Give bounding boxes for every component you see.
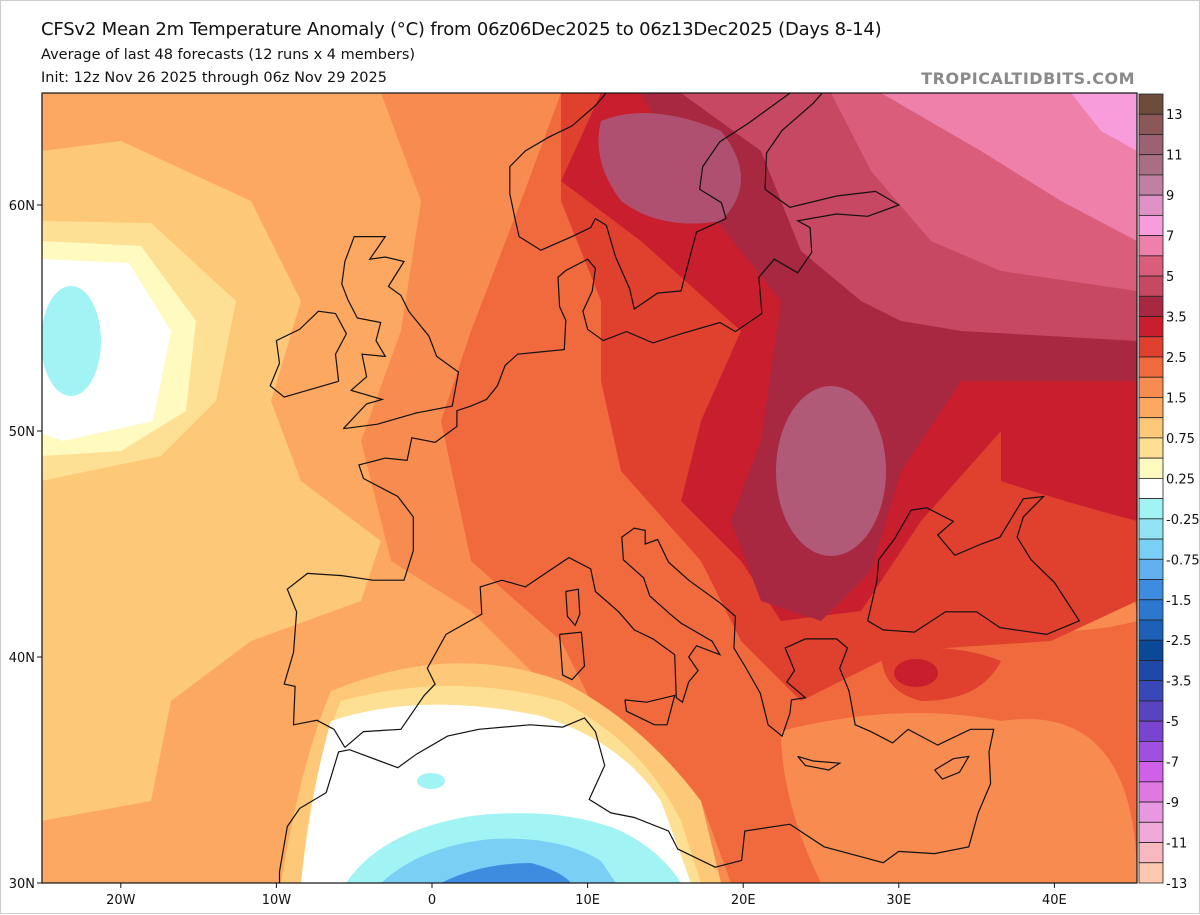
coast-cyprus (934, 755, 970, 780)
coast-black-sea (867, 495, 1081, 636)
colorbar-label: 11 (1166, 149, 1183, 164)
coastlines (269, 93, 1081, 883)
colorbar-swatch (1138, 437, 1164, 459)
colorbar-swatch (1138, 214, 1164, 237)
colorbar-swatch (1138, 599, 1164, 621)
colorbar-swatch (1138, 275, 1164, 297)
colorbar-swatch (1138, 781, 1164, 803)
colorbar-swatch (1138, 720, 1164, 742)
lon-label: 10W (262, 893, 292, 908)
lat-label: 30N (9, 877, 35, 892)
colorbar-swatch (1138, 174, 1164, 196)
colorbar-swatch (1138, 235, 1164, 257)
colorbar-swatch (1138, 821, 1164, 843)
colorbar-swatch (1138, 498, 1164, 520)
lat-label: 50N (9, 425, 35, 440)
lon-label: 30E (886, 893, 911, 908)
colorbar-swatch (1138, 93, 1164, 115)
colorbar-label: -5 (1166, 715, 1179, 730)
coast-mainland-north (283, 93, 901, 748)
watermark: TROPICALTIDBITS.COM (921, 69, 1135, 88)
colorbar-label: 5 (1166, 270, 1174, 285)
colorbar-swatch (1138, 801, 1164, 823)
colorbar-swatch (1138, 417, 1164, 439)
colorbar-label: 0.25 (1166, 472, 1195, 487)
colorbar-label: -7 (1166, 756, 1179, 771)
colorbar-swatch (1138, 619, 1164, 641)
lon-label: 20E (731, 893, 756, 908)
coast-sardinia (559, 631, 586, 681)
colorbar-swatch (1138, 154, 1164, 176)
lon-label: 40E (1042, 893, 1067, 908)
lat-label: 40N (9, 651, 35, 666)
colorbar-label: 9 (1166, 189, 1174, 204)
colorbar-swatch (1138, 295, 1164, 317)
coast-crete (797, 755, 842, 771)
colorbar-label: -1.5 (1166, 594, 1191, 609)
colorbar-swatch (1138, 680, 1164, 702)
colorbar-label: -11 (1166, 837, 1187, 852)
lat-label: 60N (9, 199, 35, 214)
axis-ticks: 60N 50N 40N 30N 20W 10W 0 10E 20E 30E 40E (9, 199, 1067, 908)
colorbar-label: -9 (1166, 796, 1179, 811)
init-time: Init: 12z Nov 26 2025 through 06z Nov 29… (41, 70, 387, 86)
colorbar-label: 13 (1166, 108, 1183, 123)
colorbar-swatch (1138, 477, 1164, 500)
colorbar-label: -2.5 (1166, 634, 1191, 649)
colorbar-swatch (1138, 862, 1164, 884)
colorbar-swatch (1138, 457, 1164, 479)
colorbar-swatch (1138, 356, 1164, 378)
map-title: CFSv2 Mean 2m Temperature Anomaly (°C) f… (41, 19, 882, 40)
colorbar-swatch (1138, 579, 1164, 601)
colorbar-swatch (1138, 740, 1164, 763)
coast-scandinavia (509, 93, 792, 310)
coast-ireland (269, 310, 348, 398)
colorbar: 13 11 9 7 5 3.5 2.5 1.5 0.75 0.25 -0.25 -0.75 -1.5 -2… (1138, 93, 1200, 892)
colorbar-label: 2.5 (1166, 351, 1187, 366)
colorbar-swatch (1138, 761, 1164, 783)
colorbar-swatch (1138, 518, 1164, 540)
coast-britain (341, 236, 460, 430)
colorbar-swatch (1138, 700, 1164, 722)
colorbar-label: -13 (1166, 877, 1187, 892)
lon-label: 20W (106, 893, 136, 908)
colorbar-swatch (1138, 558, 1164, 580)
colorbar-swatch (1138, 376, 1164, 398)
colorbar-swatch (1138, 113, 1164, 135)
colorbar-label: 3.5 (1166, 311, 1187, 326)
colorbar-label: 7 (1166, 230, 1174, 245)
coast-mediterranean (278, 527, 995, 883)
colorbar-label: 0.75 (1166, 432, 1195, 447)
colorbar-swatch (1138, 639, 1164, 661)
map-subtitle: Average of last 48 forecasts (12 runs x … (41, 47, 416, 63)
coast-sicily (624, 694, 676, 726)
lon-label: 0 (428, 893, 436, 908)
map-frame (41, 92, 1138, 884)
colorbar-label: -0.25 (1166, 513, 1200, 528)
colorbar-label: -0.75 (1166, 553, 1200, 568)
colorbar-swatch (1138, 842, 1164, 864)
colorbar-swatch (1138, 255, 1164, 277)
colorbar-swatch (1138, 397, 1164, 419)
colorbar-label: 1.5 (1166, 391, 1187, 406)
coast-corsica (565, 588, 581, 627)
colorbar-label: -3.5 (1166, 675, 1191, 690)
lon-label: 10E (575, 893, 600, 908)
colorbar-swatch (1138, 538, 1164, 560)
colorbar-swatch (1138, 336, 1164, 358)
colorbar-swatch (1138, 134, 1164, 156)
colorbar-swatch (1138, 194, 1164, 216)
anomaly-field (42, 93, 1137, 883)
colorbar-swatch (1138, 316, 1164, 338)
colorbar-swatch (1138, 660, 1164, 682)
